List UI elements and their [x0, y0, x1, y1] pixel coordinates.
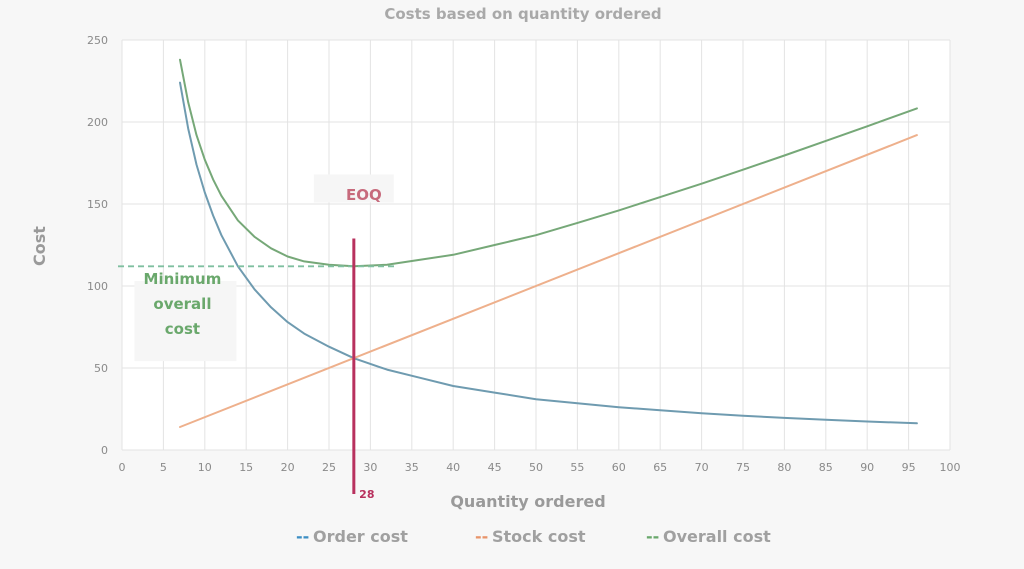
- minimum-cost-label-line: Minimum: [144, 270, 222, 288]
- x-tick-label: 85: [819, 461, 833, 474]
- y-tick-label: 0: [101, 444, 108, 457]
- x-tick-label: 70: [695, 461, 709, 474]
- overall-cost-line: [179, 58, 918, 268]
- eoq-value-label: 28: [359, 488, 374, 501]
- axis-ticks: 0 5 10 15 20 25 30 35 40 45 50 55 60 65 70 75 80 85 90 95 10…: [87, 34, 961, 474]
- legend-label-order-cost: Order cost: [313, 527, 408, 546]
- annotation-layer: EOQ 28 Minimum overall cost: [118, 174, 396, 501]
- x-tick-label: 5: [160, 461, 167, 474]
- x-tick-label: 95: [902, 461, 916, 474]
- x-tick-label: 35: [405, 461, 419, 474]
- x-tick-label: 100: [940, 461, 961, 474]
- y-tick-label: 250: [87, 34, 108, 47]
- x-tick-label: 90: [860, 461, 874, 474]
- minimum-cost-label-line: cost: [165, 320, 200, 338]
- x-tick-label: 15: [239, 461, 253, 474]
- x-tick-label: 10: [198, 461, 212, 474]
- legend: -- Order cost -- Stock cost -- Overall c…: [296, 527, 771, 546]
- legend-label-stock-cost: Stock cost: [492, 527, 586, 546]
- x-tick-label: 0: [119, 461, 126, 474]
- legend-marker-stock-cost: --: [475, 527, 488, 546]
- minimum-cost-label-line: overall: [153, 295, 211, 313]
- eoq-label: EOQ: [346, 186, 382, 204]
- y-tick-label: 150: [87, 198, 108, 211]
- x-tick-label: 20: [281, 461, 295, 474]
- x-tick-label: 65: [653, 461, 667, 474]
- x-axis-title: Quantity ordered: [450, 492, 605, 511]
- x-tick-label: 55: [570, 461, 584, 474]
- legend-marker-overall-cost: --: [646, 527, 659, 546]
- legend-marker-order-cost: --: [296, 527, 309, 546]
- x-tick-label: 60: [612, 461, 626, 474]
- y-axis-title: Cost: [30, 226, 49, 266]
- x-tick-label: 80: [777, 461, 791, 474]
- series-layer: [179, 58, 918, 428]
- minimum-cost-label-box: [134, 281, 237, 362]
- order-cost-line: [179, 81, 918, 425]
- x-tick-label: 30: [363, 461, 377, 474]
- x-tick-label: 45: [488, 461, 502, 474]
- x-tick-label: 25: [322, 461, 336, 474]
- x-tick-label: 50: [529, 461, 543, 474]
- grid: [121, 39, 951, 451]
- eoq-label-box: [313, 174, 394, 203]
- x-tick-label: 40: [446, 461, 460, 474]
- stock-cost-line: [179, 134, 918, 428]
- x-tick-label: 75: [736, 461, 750, 474]
- y-tick-label: 50: [94, 362, 108, 375]
- legend-label-overall-cost: Overall cost: [663, 527, 771, 546]
- chart-title: Costs based on quantity ordered: [384, 5, 661, 23]
- y-tick-label: 100: [87, 280, 108, 293]
- y-tick-label: 200: [87, 116, 108, 129]
